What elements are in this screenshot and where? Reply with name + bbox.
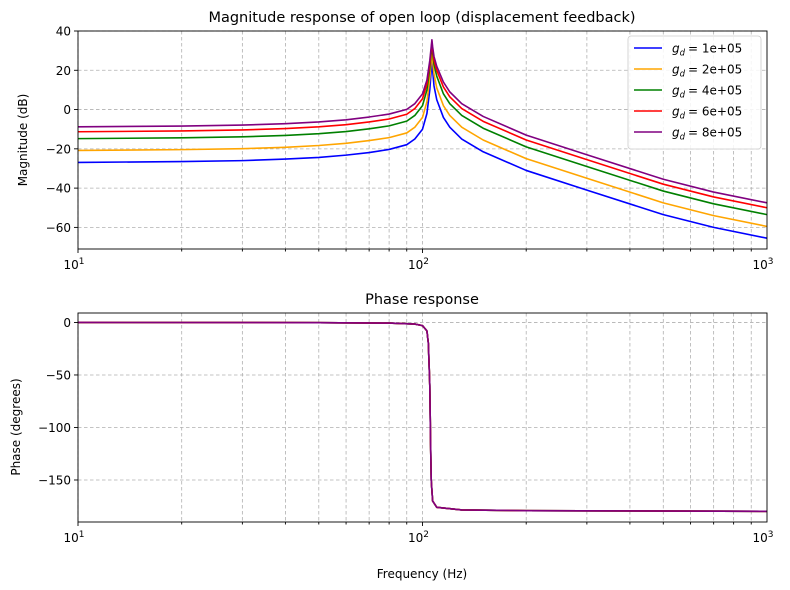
legend-entry: gd = 8e+05: [672, 126, 742, 143]
y-tick-label: −150: [38, 473, 71, 487]
y-tick-label: −20: [46, 142, 71, 156]
magnitude-ylabel: Magnitude (dB): [16, 94, 30, 187]
y-tick-label: −100: [38, 421, 71, 435]
legend-entry: gd = 2e+05: [672, 63, 742, 80]
phase-title: Phase response: [365, 292, 479, 308]
x-tick-label: 101: [63, 257, 84, 272]
y-tick-label: 0: [63, 316, 71, 330]
x-tick-label: 103: [752, 530, 773, 545]
magnitude-legend: gd = 1e+05 gd = 2e+05 gd = 4e+05 gd = 6e+05 gd = …: [627, 35, 762, 150]
y-tick-label: −60: [46, 221, 71, 235]
legend-entry: gd = 6e+05: [672, 105, 742, 122]
y-tick-label: 40: [56, 25, 71, 39]
x-tick-label: 103: [752, 257, 773, 272]
phase-xlabel: Frequency (Hz): [377, 567, 468, 581]
y-tick-label: 20: [56, 64, 71, 78]
y-tick-label: −40: [46, 182, 71, 196]
magnitude-panel: Magnitude response of open loop (displac…: [16, 10, 774, 272]
series-line-5: [78, 321, 767, 513]
legend-entry: gd = 1e+05: [672, 42, 742, 59]
legend-box: [627, 35, 762, 150]
phase-ylabel: Phase (degrees): [9, 378, 23, 475]
phase-panel: Phase response Phase (degrees) Frequency…: [9, 292, 774, 581]
phase-lines: [78, 321, 767, 513]
y-tick-label: 0: [63, 103, 71, 117]
phase-ticks: −150 −100 −50 0 101 102 103: [38, 316, 773, 545]
magnitude-title: Magnitude response of open loop (displac…: [208, 10, 635, 26]
y-tick-label: −50: [46, 368, 71, 382]
x-tick-label: 102: [408, 530, 429, 545]
magnitude-ticks: −60 −40 −20 0 20 40 101 102 103: [46, 25, 774, 273]
magnitude-axes-frame: [77, 30, 768, 250]
legend-entry: gd = 4e+05: [672, 84, 742, 101]
x-tick-label: 101: [63, 530, 84, 545]
magnitude-lines: [78, 39, 767, 239]
phase-axes-frame: [77, 312, 768, 523]
series-line-5: [78, 39, 767, 204]
x-tick-label: 102: [408, 257, 429, 272]
